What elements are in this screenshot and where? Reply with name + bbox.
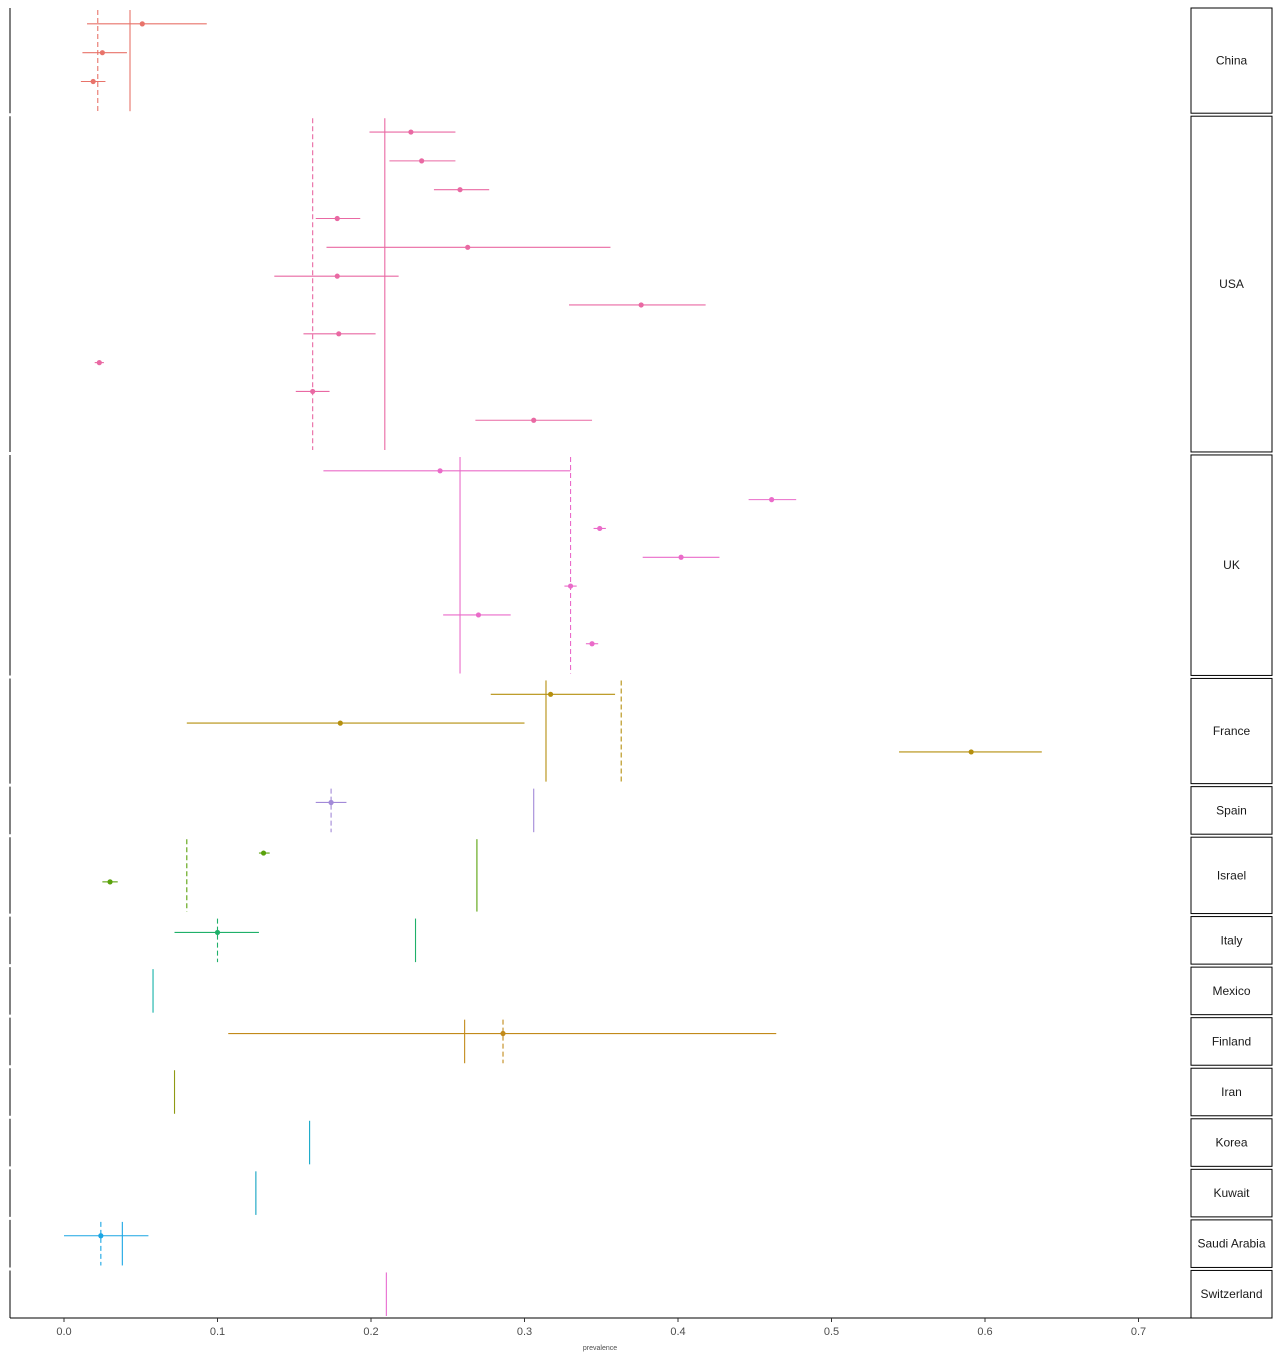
- panel-saudi-arabia: Saudi Arabia: [9, 1219, 1273, 1268]
- x-tick-label: 0.1: [210, 1326, 225, 1338]
- strip-box: [1190, 1017, 1273, 1066]
- point-estimate: [139, 21, 145, 27]
- strip-box: [1190, 677, 1273, 785]
- point-estimate: [408, 129, 414, 135]
- x-axis: 0.0 0.1 0.2 0.3 0.4 0.5 0.6 0.7: [10, 1317, 1191, 1338]
- strip-label: Finland: [1212, 1034, 1251, 1048]
- panel-usa: USA: [9, 115, 1273, 453]
- point-estimate: [531, 417, 537, 423]
- strip-label: Mexico: [1212, 984, 1250, 998]
- strip-box: [1190, 454, 1273, 676]
- strip-label: Iran: [1221, 1085, 1242, 1099]
- point-estimate: [328, 799, 334, 806]
- x-axis-title: prevalence: [583, 1345, 617, 1352]
- x-tick-label: 0.5: [824, 1326, 839, 1338]
- panel-iran: Iran: [9, 1067, 1273, 1117]
- strip-box: [1190, 916, 1273, 965]
- strip-box: [1190, 1269, 1273, 1319]
- x-tick-label: 0.0: [56, 1326, 71, 1338]
- point-estimate: [457, 187, 463, 193]
- point-estimate: [260, 850, 267, 856]
- panel-china: China: [9, 7, 1273, 114]
- point-estimate: [99, 50, 105, 56]
- point-estimate: [500, 1030, 506, 1037]
- x-tick-label: 0.6: [977, 1326, 992, 1338]
- strip-box: [1190, 1118, 1273, 1167]
- point-estimate: [334, 273, 340, 279]
- point-estimate: [589, 641, 595, 647]
- strip-box: [1190, 1219, 1273, 1268]
- point-estimate: [90, 78, 96, 85]
- strip-label: UK: [1223, 558, 1240, 572]
- x-tick-label: 0.3: [517, 1326, 532, 1338]
- strip-label: Israel: [1217, 868, 1246, 882]
- strip-box: [1190, 1168, 1273, 1218]
- panels-layer: China USA UK France Spain Israel Italy Mexico Fi…: [9, 7, 1273, 1319]
- panel-finland: Finland: [9, 1017, 1273, 1066]
- point-estimate: [336, 331, 342, 337]
- x-tick-label: 0.7: [1131, 1326, 1146, 1338]
- strip-box: [1190, 836, 1273, 915]
- strip-label: Korea: [1215, 1136, 1247, 1150]
- panel-korea: Korea: [9, 1118, 1273, 1167]
- point-estimate: [769, 497, 775, 503]
- point-estimate: [968, 749, 974, 755]
- strip-label: Saudi Arabia: [1197, 1237, 1265, 1251]
- point-estimate: [437, 468, 443, 474]
- x-tick-label: 0.2: [363, 1326, 378, 1338]
- panel-switzerland: Switzerland: [9, 1269, 1273, 1319]
- panel-mexico: Mexico: [9, 966, 1273, 1016]
- point-estimate: [597, 525, 603, 532]
- strip-label: Kuwait: [1213, 1186, 1250, 1200]
- point-estimate: [214, 929, 221, 936]
- strip-box: [1190, 7, 1273, 114]
- point-estimate: [107, 879, 113, 885]
- strip-box: [1190, 786, 1273, 835]
- strip-label: China: [1216, 54, 1248, 68]
- point-estimate: [475, 612, 482, 618]
- point-estimate: [547, 691, 554, 697]
- panel-israel: Israel: [9, 836, 1273, 915]
- point-estimate: [567, 583, 574, 589]
- panel-italy: Italy: [9, 916, 1273, 965]
- strip-label: USA: [1219, 277, 1244, 291]
- panel-uk: UK: [9, 454, 1273, 676]
- point-estimate: [419, 158, 425, 164]
- strip-box: [1190, 1067, 1273, 1117]
- point-estimate: [678, 554, 684, 560]
- point-estimate: [638, 302, 644, 308]
- strip-box: [1190, 115, 1273, 453]
- strip-label: Spain: [1216, 803, 1247, 817]
- point-estimate: [337, 720, 343, 726]
- point-estimate: [465, 244, 471, 250]
- strip-label: Italy: [1220, 933, 1242, 947]
- point-estimate: [96, 360, 102, 366]
- strip-label: France: [1213, 724, 1251, 738]
- panel-spain: Spain: [9, 786, 1273, 835]
- strip-label: Switzerland: [1200, 1287, 1262, 1301]
- point-estimate: [334, 215, 340, 222]
- point-estimate: [310, 388, 316, 395]
- x-tick-label: 0.4: [670, 1326, 685, 1338]
- panel-france: France: [9, 677, 1273, 785]
- strip-box: [1190, 966, 1273, 1016]
- point-estimate: [98, 1233, 104, 1239]
- panel-kuwait: Kuwait: [9, 1168, 1273, 1218]
